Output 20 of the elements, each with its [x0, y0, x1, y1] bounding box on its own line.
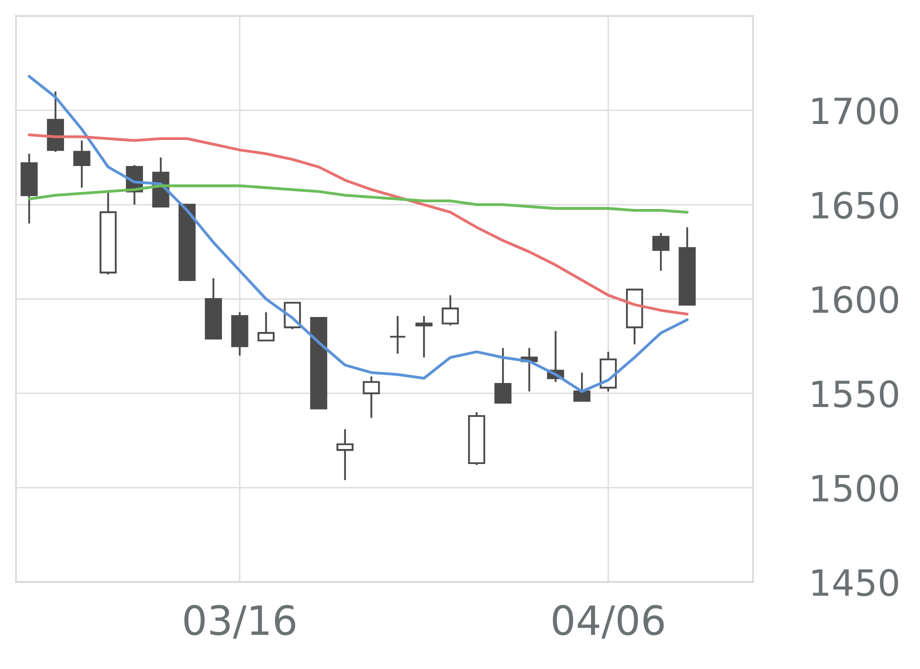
y-tick-label: 1450 — [812, 568, 898, 596]
candlestick — [415, 315, 433, 358]
candlestick — [73, 140, 90, 189]
candlestick — [494, 347, 512, 404]
line-series — [28, 133, 689, 316]
y-tick-label: 1600 — [812, 286, 898, 314]
x-tick-label: 03/16 — [184, 604, 296, 639]
y-tick-label: 1500 — [812, 474, 898, 502]
y-tick-label: 1700 — [812, 97, 898, 125]
candlestick — [389, 315, 406, 355]
y-tick-label: 1550 — [812, 380, 898, 408]
candlestick — [336, 428, 354, 482]
line-series — [28, 184, 689, 214]
y-tick-label: 1650 — [812, 192, 898, 219]
candlestick — [442, 294, 459, 326]
candlestick — [258, 311, 275, 342]
candlestick — [573, 372, 590, 402]
candlestick — [652, 232, 670, 272]
candlestick — [362, 375, 380, 419]
x-tick-label: 04/06 — [552, 604, 664, 639]
